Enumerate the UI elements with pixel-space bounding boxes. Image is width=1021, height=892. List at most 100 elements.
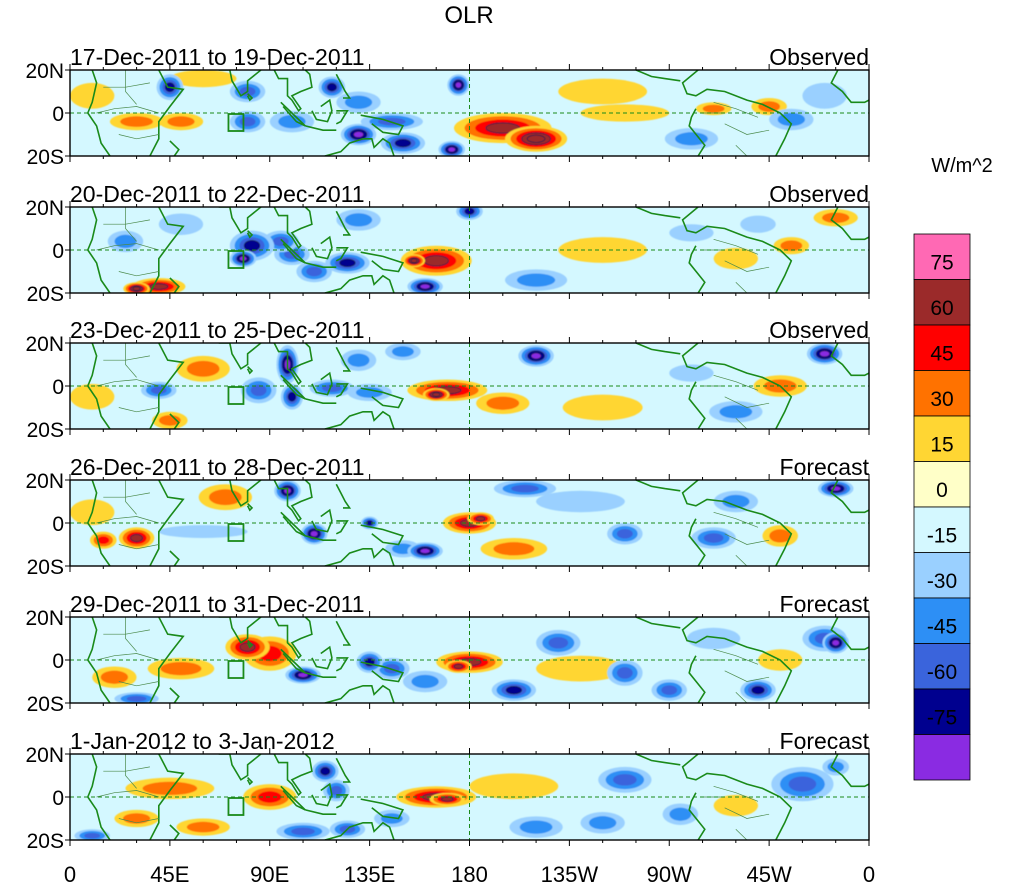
coastline-6 bbox=[273, 207, 313, 250]
coastline-13 bbox=[324, 821, 395, 840]
y-tick-label: 20S bbox=[27, 283, 64, 306]
coastline-15 bbox=[688, 381, 706, 429]
coastline-11 bbox=[335, 73, 352, 99]
anomaly-contour bbox=[530, 352, 542, 360]
x-tick-label: 0 bbox=[64, 862, 76, 887]
border-4 bbox=[724, 260, 770, 272]
coastline-10 bbox=[335, 794, 349, 809]
coastline-2 bbox=[169, 687, 180, 703]
panel-1: 20N 0 20S 17-Dec-2011 to 19-Dec-2011 Observe… bbox=[25, 44, 870, 169]
coastline-12 bbox=[360, 524, 405, 546]
x-axis: 0 45E 90E 135E 180 135W 90W 45W 0 bbox=[64, 862, 875, 887]
coastlines bbox=[86, 617, 869, 703]
coastline-10 bbox=[335, 110, 349, 125]
coastline-1 bbox=[149, 617, 185, 703]
coastline-4 bbox=[218, 343, 262, 370]
anomaly-contour bbox=[703, 533, 724, 543]
coastline-5 bbox=[246, 366, 254, 375]
anomaly-contour bbox=[788, 776, 817, 792]
coastline-6 bbox=[273, 343, 313, 386]
y-tick-label: 0 bbox=[52, 376, 64, 399]
x-tick-label: 90E bbox=[250, 862, 289, 887]
anomaly-contour bbox=[419, 283, 431, 290]
anomaly-contour bbox=[160, 661, 202, 676]
anomaly-contour bbox=[536, 490, 625, 513]
coastline-6 bbox=[273, 754, 313, 797]
panels: 20N 0 20S 17-Dec-2011 to 19-Dec-2011 Observe… bbox=[25, 44, 870, 853]
coastline-8 bbox=[305, 535, 337, 541]
colorbar-swatch bbox=[913, 734, 971, 781]
panel-period: 1-Jan-2012 to 3-Jan-2012 bbox=[70, 728, 335, 754]
y-tick-label: 0 bbox=[52, 513, 64, 536]
panel-period: 26-Dec-2011 to 28-Dec-2011 bbox=[70, 454, 365, 480]
x-tick-label: 0 bbox=[863, 862, 875, 887]
y-tick-label: 0 bbox=[52, 787, 64, 810]
anomaly-contour bbox=[278, 114, 306, 129]
anomaly-contour bbox=[394, 138, 412, 148]
colorbar-tick-label: -60 bbox=[927, 661, 957, 684]
anomaly-contour bbox=[558, 78, 648, 105]
coastline-13 bbox=[324, 137, 395, 156]
anomaly-contour bbox=[822, 212, 850, 224]
anomaly-contour bbox=[186, 360, 220, 377]
y-tick-label: 20N bbox=[25, 197, 64, 220]
coastline-12 bbox=[360, 661, 405, 683]
border-0 bbox=[96, 790, 159, 798]
border-3 bbox=[125, 343, 137, 378]
coastline-9 bbox=[311, 371, 333, 396]
border-5 bbox=[713, 648, 759, 665]
y-tick-label: 20S bbox=[27, 146, 64, 169]
coastline-2 bbox=[169, 550, 180, 566]
border-4 bbox=[724, 807, 770, 819]
anomaly-contour bbox=[740, 215, 776, 233]
anomaly-contour bbox=[250, 384, 267, 397]
coastline-9 bbox=[311, 782, 333, 807]
coastline-5 bbox=[246, 93, 254, 102]
anomaly-contour bbox=[126, 695, 147, 702]
coastline-10 bbox=[335, 383, 349, 398]
anomaly-contour bbox=[411, 674, 439, 689]
border-2 bbox=[118, 544, 159, 550]
y-tick-label: 20S bbox=[27, 419, 64, 442]
anomaly-contour bbox=[410, 258, 418, 263]
anomaly-contour bbox=[713, 794, 759, 817]
anomaly-contour bbox=[780, 240, 803, 251]
anomaly-contour bbox=[339, 258, 356, 268]
coastline-2 bbox=[169, 824, 180, 840]
coastline-14 bbox=[681, 754, 793, 840]
anomaly-contour bbox=[722, 494, 750, 509]
coastline-9 bbox=[311, 98, 333, 123]
border-6 bbox=[735, 829, 748, 840]
anomaly-contour bbox=[306, 266, 323, 277]
y-tick-label: 20N bbox=[25, 333, 64, 356]
anomaly-contour bbox=[511, 484, 539, 493]
anomaly-contour bbox=[84, 832, 101, 839]
anomaly-contour bbox=[391, 346, 414, 357]
coastline-9 bbox=[311, 235, 333, 260]
coastline-4 bbox=[218, 207, 262, 234]
panel-ticks bbox=[69, 337, 870, 435]
panel-ticks bbox=[69, 748, 870, 846]
index-region-box bbox=[227, 660, 245, 679]
anomaly-contour bbox=[70, 82, 115, 109]
panel-label: Forecast bbox=[780, 591, 870, 617]
anomaly-contour bbox=[687, 627, 741, 650]
anomaly-contour bbox=[536, 655, 625, 682]
coastline-15 bbox=[688, 108, 706, 156]
border-0 bbox=[96, 516, 159, 524]
border-6 bbox=[735, 418, 748, 429]
anomaly-contour bbox=[702, 104, 725, 113]
anomaly-contour bbox=[326, 83, 337, 92]
anomaly-contour bbox=[347, 353, 370, 367]
colorbar-swatch bbox=[913, 279, 971, 326]
anomaly-contour bbox=[562, 394, 643, 421]
border-5 bbox=[713, 785, 759, 802]
anomaly-contour bbox=[440, 796, 454, 802]
anomaly-field bbox=[70, 343, 843, 429]
coastline-6 bbox=[273, 617, 313, 660]
coastline-4 bbox=[218, 480, 262, 507]
anomaly-contour bbox=[516, 273, 556, 287]
anomaly-contour bbox=[114, 234, 137, 249]
border-4 bbox=[724, 670, 770, 682]
colorbar-tick-label: -30 bbox=[927, 570, 957, 593]
